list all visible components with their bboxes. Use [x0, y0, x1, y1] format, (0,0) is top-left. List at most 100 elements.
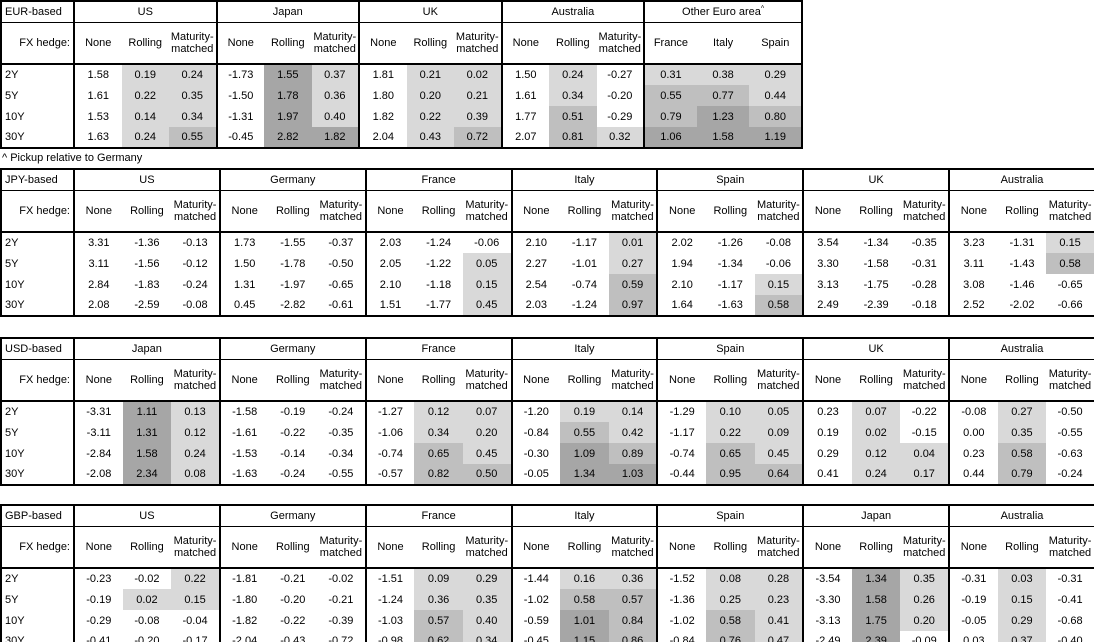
value-cell: 2.39 [851, 631, 901, 642]
value-cell: -0.24 [1057, 468, 1083, 480]
group-header-label: France [421, 174, 456, 186]
value-cell: -1.56 [134, 257, 160, 270]
hedge-type-header: Rolling [268, 526, 318, 569]
value-cell: 0.15 [462, 274, 512, 295]
hedge-type-header: Rolling [549, 22, 597, 65]
value-cell: 0.42 [608, 422, 658, 443]
value-cell: 0.62 [414, 631, 463, 642]
group-header-label: Japan [131, 343, 162, 355]
value-cell: 0.29 [997, 610, 1047, 631]
value-cell: 0.27 [997, 401, 1047, 422]
value-cell: -0.45 [215, 127, 265, 148]
value-cell: 1.61 [500, 85, 550, 106]
value-cell: 2.07 [500, 127, 550, 148]
value-cell: -0.37 [328, 237, 354, 249]
hedge-type-header: None [364, 190, 415, 233]
value-cell: 0.00 [948, 422, 998, 443]
value-cell: 0.36 [414, 589, 463, 610]
value-cell: 1.64 [656, 295, 706, 316]
value-cell: -0.31 [948, 568, 998, 589]
hedge-type-header: None [358, 22, 407, 65]
value-cell: 2.05 [364, 253, 415, 274]
value-cell: 0.45 [754, 443, 804, 464]
value-cell: 0.07 [462, 401, 512, 422]
value-cell: 1.82 [311, 127, 360, 148]
value-cell: -0.18 [911, 299, 937, 311]
tenor-label: 5Y [5, 426, 19, 439]
hedge-type-header: Rolling [997, 190, 1047, 233]
value-cell: 2.08 [73, 295, 123, 316]
hedge-type-header: None [948, 190, 998, 233]
value-cell: 3.31 [73, 232, 123, 253]
value-cell: 1.09 [560, 443, 609, 464]
value-cell: 0.13 [171, 401, 220, 422]
hedge-type-header: Rolling [122, 526, 172, 569]
group-header-label: Germany [270, 174, 316, 186]
value-cell: -0.23 [73, 568, 123, 589]
table-eur-based: EUR-based US Japan UK Australia Other Euro ar… [0, 0, 1094, 149]
value-cell: 2.03 [364, 232, 415, 253]
value-cell: 0.80 [749, 106, 803, 127]
value-cell: 1.03 [608, 464, 658, 485]
value-cell: -0.20 [607, 89, 633, 102]
value-cell: 0.55 [643, 85, 697, 106]
value-cell: -1.17 [656, 422, 706, 443]
value-cell: 0.07 [851, 401, 901, 422]
value-cell: 0.65 [705, 443, 755, 464]
value-cell: -3.31 [73, 401, 123, 422]
hedge-type-header: Maturity-matched [317, 190, 366, 233]
value-cell: 0.20 [462, 422, 512, 443]
pickup-country-header: Spain [749, 22, 803, 65]
value-cell: 1.53 [73, 106, 122, 127]
group-header-spain: Spain [656, 338, 804, 360]
hedge-type-header: Maturity-matched [900, 190, 950, 233]
value-cell: 1.58 [73, 64, 122, 85]
value-cell: 1.34 [851, 568, 901, 589]
tenor-label: 10Y [5, 614, 25, 627]
value-cell: 1.75 [851, 610, 901, 631]
hedge-type-header: Maturity-matched [608, 359, 658, 402]
group-header-italy: Italy [510, 505, 658, 527]
group-header-germany: Germany [218, 338, 366, 360]
value-cell: 0.37 [997, 631, 1047, 642]
value-cell: 0.64 [754, 464, 804, 485]
value-cell: 0.02 [851, 422, 901, 443]
value-cell: -0.84 [656, 631, 706, 642]
value-cell: 2.10 [364, 274, 415, 295]
tenor-label: 2Y [5, 69, 19, 81]
value-cell: -2.84 [73, 443, 123, 464]
value-cell: -1.51 [364, 568, 415, 589]
hedge-type-header: None [218, 190, 269, 233]
hedge-type-header: Rolling [268, 190, 318, 233]
value-cell: 1.80 [358, 85, 407, 106]
value-cell: 0.23 [802, 401, 852, 422]
group-header-label: Japan [272, 6, 303, 18]
group-header-label: Spain [716, 510, 745, 522]
group-header-label: US [139, 174, 155, 186]
value-cell: 0.58 [560, 589, 609, 610]
hedge-type-header: Maturity-matched [171, 526, 220, 569]
hedge-type-header: None [218, 359, 269, 402]
value-cell: -0.14 [280, 447, 306, 460]
value-cell: -0.50 [1057, 406, 1083, 418]
hedge-type-header: Maturity-matched [462, 526, 512, 569]
value-cell: 0.36 [311, 85, 360, 106]
hedge-type-header: Rolling [705, 526, 755, 569]
value-cell: 1.82 [358, 106, 407, 127]
hedge-type-header: Maturity-matched [169, 22, 217, 65]
group-header-label: France [421, 510, 456, 522]
value-cell: 0.19 [802, 422, 852, 443]
value-cell: 0.09 [754, 422, 804, 443]
value-cell: 0.65 [414, 443, 463, 464]
value-cell: -0.24 [280, 468, 306, 480]
value-cell: 0.35 [169, 85, 217, 106]
value-cell: 0.03 [948, 631, 998, 642]
value-cell: -0.19 [73, 589, 123, 610]
value-cell: -1.22 [426, 257, 452, 270]
value-cell: 3.54 [802, 232, 852, 253]
value-cell: 2.84 [73, 274, 123, 295]
value-cell: -0.08 [948, 401, 998, 422]
value-cell: 0.72 [454, 127, 502, 148]
value-cell: -1.63 [218, 464, 269, 485]
group-header-germany: Germany [218, 169, 366, 191]
